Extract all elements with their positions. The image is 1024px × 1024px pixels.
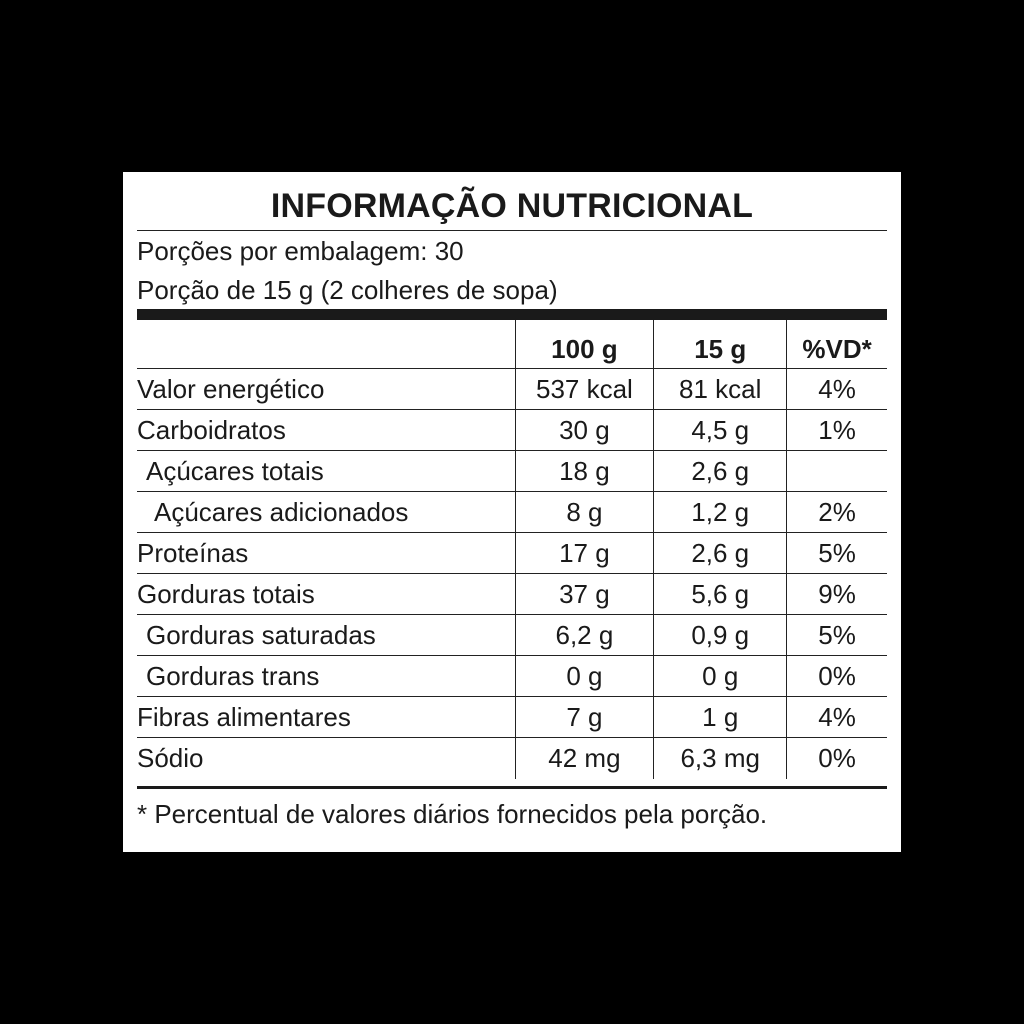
nutrient-name: Fibras alimentares	[137, 702, 351, 732]
header-per-portion: 15 g	[653, 320, 786, 368]
value-per-100g: 37 g	[514, 574, 654, 614]
value-per-100g: 0 g	[514, 656, 654, 696]
table-row: Proteínas 17 g 2,6 g 5%	[137, 533, 887, 574]
footnote: * Percentual de valores diários fornecid…	[137, 799, 768, 829]
value-daily-value: 5%	[786, 615, 887, 655]
table-row: Gorduras totais 37 g 5,6 g 9%	[137, 574, 887, 615]
value-daily-value: 0%	[786, 738, 887, 779]
label-title: INFORMAÇÃO NUTRICIONAL	[137, 182, 887, 231]
table-row: Fibras alimentares 7 g 1 g 4%	[137, 697, 887, 738]
table-row: Gorduras trans 0 g 0 g 0%	[137, 656, 887, 697]
value-per-portion: 4,5 g	[653, 410, 786, 450]
table-row: Gorduras saturadas 6,2 g 0,9 g 5%	[137, 615, 887, 656]
table-row: Sódio 42 mg 6,3 mg 0%	[137, 738, 887, 779]
nutrition-table: 100 g 15 g %VD* Valor energético 537 kca…	[137, 320, 887, 779]
nutrition-facts-panel: INFORMAÇÃO NUTRICIONAL Porções por embal…	[123, 172, 901, 852]
header-nutrient	[137, 320, 515, 368]
value-daily-value: 5%	[786, 533, 887, 573]
value-per-100g: 18 g	[514, 451, 654, 491]
value-daily-value: 2%	[786, 492, 887, 532]
value-per-100g: 6,2 g	[514, 615, 654, 655]
value-daily-value: 4%	[786, 697, 887, 737]
nutrient-name: Açúcares adicionados	[154, 497, 409, 527]
value-per-100g: 30 g	[514, 410, 654, 450]
table-header-row: 100 g 15 g %VD*	[137, 320, 887, 369]
header-per-100g: 100 g	[514, 320, 654, 368]
header-daily-value: %VD*	[786, 320, 887, 368]
value-per-100g: 17 g	[514, 533, 654, 573]
nutrient-name: Valor energético	[137, 374, 325, 404]
serving-size: Porção de 15 g (2 colheres de sopa)	[137, 275, 558, 305]
value-per-portion: 6,3 mg	[653, 738, 786, 779]
table-row: Valor energético 537 kcal 81 kcal 4%	[137, 369, 887, 410]
value-daily-value: 4%	[786, 369, 887, 409]
value-per-100g: 42 mg	[514, 738, 654, 779]
value-daily-value: 1%	[786, 410, 887, 450]
value-daily-value: 0%	[786, 656, 887, 696]
nutrient-name: Gorduras trans	[146, 661, 320, 691]
nutrient-name: Açúcares totais	[146, 456, 324, 486]
nutrient-name: Carboidratos	[137, 415, 286, 445]
value-per-100g: 537 kcal	[514, 369, 654, 409]
value-daily-value	[786, 451, 887, 491]
thick-divider	[137, 309, 887, 320]
table-row: Açúcares adicionados 8 g 1,2 g 2%	[137, 492, 887, 533]
nutrient-name: Proteínas	[137, 538, 249, 568]
value-per-portion: 2,6 g	[653, 533, 786, 573]
value-per-portion: 0 g	[653, 656, 786, 696]
value-per-portion: 1 g	[653, 697, 786, 737]
table-row: Carboidratos 30 g 4,5 g 1%	[137, 410, 887, 451]
value-daily-value: 9%	[786, 574, 887, 614]
value-per-portion: 5,6 g	[653, 574, 786, 614]
value-per-portion: 0,9 g	[653, 615, 786, 655]
bottom-divider	[137, 786, 887, 789]
value-per-portion: 1,2 g	[653, 492, 786, 532]
value-per-portion: 2,6 g	[653, 451, 786, 491]
servings-per-package: Porções por embalagem: 30	[137, 236, 464, 266]
nutrient-name: Gorduras saturadas	[146, 620, 376, 650]
nutrient-name: Sódio	[137, 743, 204, 773]
table-row: Açúcares totais 18 g 2,6 g	[137, 451, 887, 492]
nutrient-name: Gorduras totais	[137, 579, 315, 609]
value-per-portion: 81 kcal	[653, 369, 786, 409]
value-per-100g: 7 g	[514, 697, 654, 737]
value-per-100g: 8 g	[514, 492, 654, 532]
